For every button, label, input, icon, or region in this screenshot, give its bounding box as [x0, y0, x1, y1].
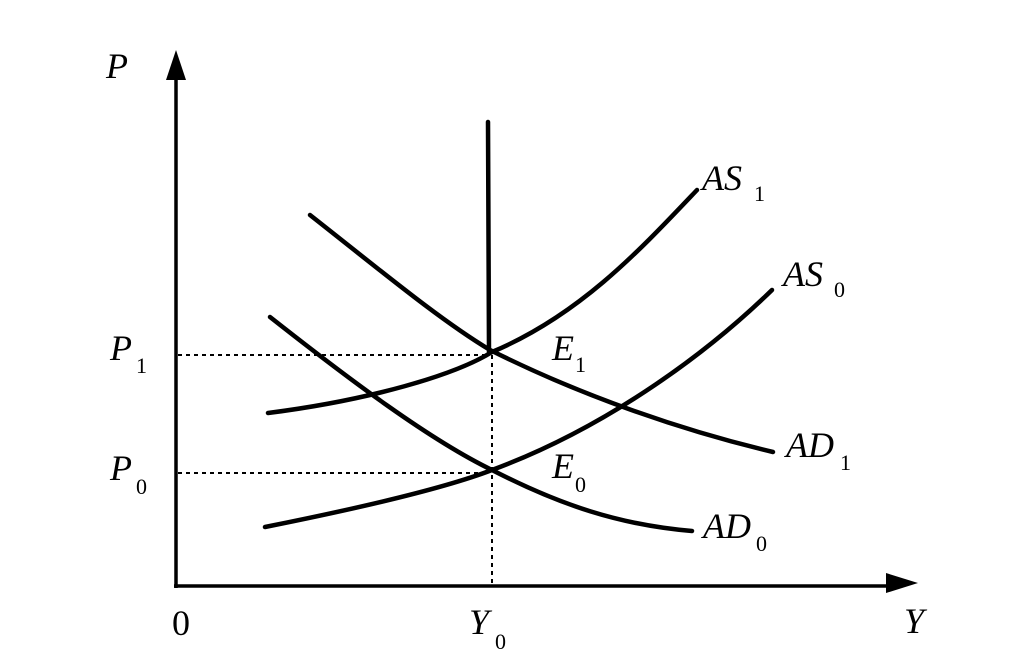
ad0-label: AD 0 — [701, 506, 767, 556]
svg-text:AS: AS — [700, 158, 742, 198]
as1-curve — [265, 187, 700, 416]
axes — [166, 50, 918, 593]
as1-label: AS 1 — [700, 158, 765, 206]
svg-text:0: 0 — [495, 629, 506, 654]
output-axis-label: Y — [904, 601, 928, 641]
as0-curve — [262, 287, 775, 530]
svg-text:Y: Y — [469, 602, 493, 642]
svg-text:AD: AD — [701, 506, 751, 546]
svg-text:0: 0 — [834, 277, 845, 302]
guide-lines — [178, 354, 493, 586]
e0-label: E 0 — [551, 446, 586, 497]
svg-text:1: 1 — [136, 353, 147, 378]
price-axis-label: P — [105, 46, 128, 86]
ad1-label: AD 1 — [784, 425, 851, 475]
svg-text:P: P — [109, 448, 132, 488]
svg-text:0: 0 — [575, 472, 586, 497]
svg-text:0: 0 — [756, 531, 767, 556]
svg-text:1: 1 — [575, 352, 586, 377]
p0-label: P 0 — [109, 448, 147, 499]
p1-label: P 1 — [109, 328, 147, 378]
svg-text:AS: AS — [781, 254, 823, 294]
svg-text:E: E — [551, 446, 574, 486]
ad1-curve — [307, 212, 776, 455]
svg-text:1: 1 — [840, 450, 851, 475]
y0-label: Y 0 — [469, 602, 506, 654]
price-axis-arrow — [166, 50, 186, 80]
svg-text:P: P — [109, 328, 132, 368]
as0-label: AS 0 — [781, 254, 845, 302]
svg-text:AD: AD — [784, 425, 834, 465]
e1-label: E 1 — [551, 328, 586, 377]
svg-text:E: E — [551, 328, 574, 368]
svg-text:1: 1 — [754, 181, 765, 206]
svg-text:0: 0 — [136, 474, 147, 499]
origin-label: 0 — [172, 603, 190, 643]
vertical-supply-line — [485, 119, 492, 355]
ad0-curve — [267, 314, 695, 534]
output-axis-arrow — [886, 573, 918, 593]
